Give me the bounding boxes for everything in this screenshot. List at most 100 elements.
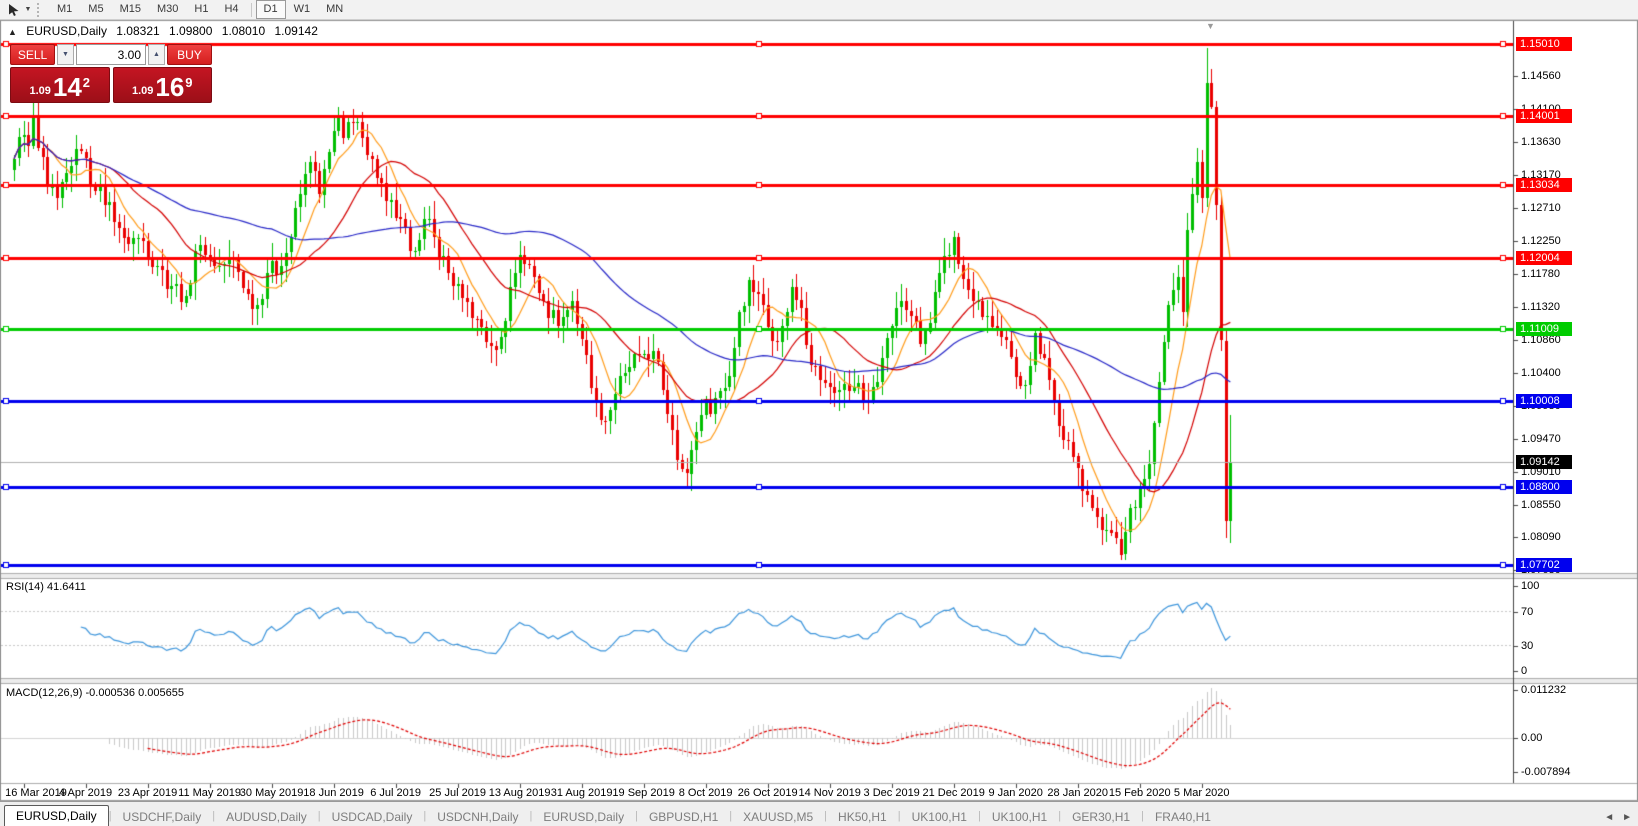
toolbar-separator	[250, 2, 252, 17]
chart-shift-marker-icon[interactable]: ▼	[1206, 21, 1215, 31]
sell-price-button[interactable]: 1.09 14 2	[10, 67, 110, 103]
sell-price-small: 1.09	[29, 85, 51, 97]
buy-price-big: 16	[155, 72, 185, 102]
one-click-trade-panel: SELL ▼ ▲ BUY 1.09 14 2 1.09 16 9	[10, 44, 212, 103]
level-price-label: 1.10008	[1516, 393, 1572, 408]
price-tick-label: 1.09470	[1521, 432, 1561, 445]
macd-scale-label: 0.011232	[1521, 683, 1567, 696]
date-axis-label: 31 Aug 2019	[550, 787, 613, 799]
price-tick-label: 1.10860	[1521, 333, 1561, 346]
spread-input[interactable]	[76, 44, 146, 65]
rsi-scale-label: 30	[1521, 639, 1534, 652]
level-price-label: 1.15010	[1516, 36, 1572, 51]
timeframe-button-m1[interactable]: M1	[57, 3, 73, 15]
price-tick-label: 1.08550	[1521, 498, 1561, 511]
tab-hk50-h1[interactable]: HK50,H1	[838, 810, 887, 824]
buy-price-pip: 9	[185, 75, 193, 90]
date-axis-label: 4 Apr 2019	[58, 787, 113, 799]
tab-uk100-h1[interactable]: UK100,H1	[911, 810, 967, 824]
tab-fra40-h1[interactable]: FRA40,H1	[1154, 810, 1211, 824]
tab-eurusd-daily[interactable]: EURUSD,Daily	[543, 810, 625, 824]
spread-increase-button[interactable]: ▲	[148, 44, 165, 65]
level-price-label: 1.14001	[1516, 108, 1572, 123]
buy-button[interactable]: BUY	[166, 44, 212, 65]
timeframe-button-m30[interactable]: M30	[156, 3, 179, 15]
timeframe-button-h1[interactable]: H1	[194, 3, 209, 15]
timeframe-button-mn[interactable]: MN	[326, 3, 344, 15]
price-tick-label: 1.14560	[1521, 70, 1561, 83]
tab-eurusd-daily[interactable]: EURUSD,Daily	[4, 805, 109, 826]
tab-separator: |	[1058, 810, 1062, 822]
chart-title: EURUSD,Daily	[26, 24, 107, 38]
date-axis-label: 26 Oct 2019	[737, 787, 798, 799]
date-axis-label: 14 Nov 2019	[798, 787, 861, 799]
level-price-label: 1.08800	[1516, 479, 1572, 494]
tab-ger30-h1[interactable]: GER30,H1	[1072, 810, 1131, 824]
price-tick-label: 1.10400	[1521, 366, 1561, 379]
price-tick-label: 1.13630	[1521, 136, 1561, 149]
tab-audusd-daily[interactable]: AUDUSD,Daily	[226, 810, 307, 824]
tab-usdchf-daily[interactable]: USDCHF,Daily	[122, 810, 202, 824]
tab-xauusd-m5[interactable]: XAUUSD,M5	[743, 810, 814, 824]
tab-usdcad-daily[interactable]: USDCAD,Daily	[331, 810, 413, 824]
timeframe-button-h4[interactable]: H4	[224, 3, 239, 15]
date-axis-label: 8 Oct 2019	[678, 787, 733, 799]
price-tick-label: 1.11780	[1521, 268, 1560, 281]
date-axis-label: 13 Aug 2019	[488, 787, 551, 799]
level-price-label: 1.09142	[1516, 455, 1572, 470]
tool-dropdown-caret[interactable]: ▼	[24, 6, 32, 13]
date-axis-label: 19 Sep 2019	[612, 787, 675, 799]
level-price-label: 1.11009	[1516, 322, 1572, 337]
macd-scale-label: 0.00	[1521, 732, 1543, 744]
date-axis-label: 15 Feb 2020	[1108, 787, 1171, 799]
price-tick-label: 1.12250	[1521, 234, 1561, 247]
timeframe-button-d1[interactable]: D1	[255, 0, 286, 19]
timeframe-button-m5[interactable]: M5	[88, 3, 104, 15]
level-price-label: 1.13034	[1516, 177, 1572, 192]
date-axis-label: 11 May 2019	[178, 787, 241, 799]
toolbar-grip	[37, 2, 44, 17]
date-axis-label: 6 Jul 2019	[370, 787, 421, 799]
price-tick-label: 1.08090	[1521, 531, 1561, 544]
tab-separator: |	[212, 810, 216, 822]
price-tick-label: 1.12710	[1521, 201, 1561, 214]
tab-separator: |	[423, 810, 427, 822]
ohlc-close: 1.09142	[274, 24, 318, 38]
sell-button[interactable]: SELL	[10, 44, 56, 65]
date-axis-label: 3 Dec 2019	[863, 787, 920, 799]
tab-uk100-h1[interactable]: UK100,H1	[991, 810, 1048, 824]
timeframe-button-w1[interactable]: W1	[293, 3, 311, 15]
symbol-tab-bar: EURUSD,Daily | USDCHF,Daily | AUDUSD,Daily | U…	[0, 801, 1638, 826]
tab-usdcnh-daily[interactable]: USDCNH,Daily	[437, 810, 519, 824]
tab-separator: |	[977, 810, 981, 822]
tab-separator: |	[729, 810, 733, 822]
spread-decrease-button[interactable]: ▼	[57, 44, 74, 65]
timeframe-group: M1 M5 M15 M30 H1 H4 D1 W1 MN	[49, 0, 351, 19]
level-price-label: 1.12004	[1516, 251, 1572, 266]
macd-label: MACD(12,26,9) -0.000536 0.005655	[6, 687, 184, 699]
tab-separator: |	[635, 810, 638, 822]
date-axis-label: 16 Mar 2019	[5, 787, 67, 799]
tab-separator: |	[529, 810, 533, 822]
panel-collapse-icon[interactable]: ▲	[8, 27, 17, 37]
tab-gbpusd-h1[interactable]: GBPUSD,H1	[648, 810, 719, 824]
macd-scale-label: -0.007894	[1521, 765, 1571, 778]
rsi-scale-label: 100	[1521, 580, 1540, 592]
tab-scroll-left-icon[interactable]: ◄	[1604, 812, 1615, 823]
level-price-label: 1.07702	[1516, 558, 1572, 572]
tab-scroll-right-icon[interactable]: ►	[1622, 812, 1632, 823]
tab-separator: |	[1141, 810, 1144, 822]
date-axis-label: 5 Mar 2020	[1173, 787, 1230, 799]
date-axis-label: 9 Jan 2020	[988, 787, 1043, 799]
cursor-tool-icon[interactable]	[4, 2, 22, 18]
tab-separator: |	[108, 810, 112, 822]
chart-header: ▲ EURUSD,Daily 1.08321 1.09800 1.08010 1…	[8, 24, 324, 38]
tab-separator: |	[897, 810, 901, 822]
date-axis-label: 18 Jun 2019	[303, 787, 364, 799]
buy-price-button[interactable]: 1.09 16 9	[112, 67, 212, 103]
ohlc-open: 1.08321	[116, 24, 160, 38]
date-axis-label: 25 Jul 2019	[429, 787, 487, 799]
sell-price-pip: 2	[82, 75, 91, 90]
timeframe-button-m15[interactable]: M15	[119, 3, 141, 15]
